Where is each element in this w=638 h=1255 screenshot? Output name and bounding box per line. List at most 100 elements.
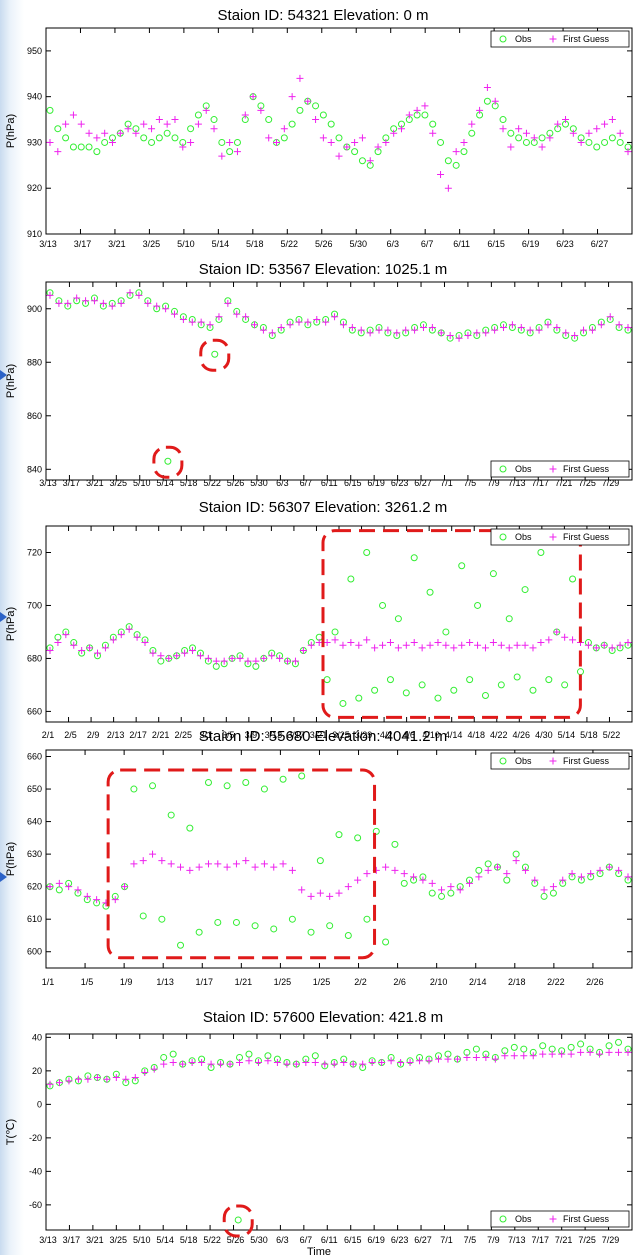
legend-first-guess-marker	[549, 465, 557, 473]
first-guess-point	[421, 102, 429, 110]
x-tick-label: 7/29	[602, 478, 620, 488]
x-tick-label: 3/17	[287, 730, 305, 740]
first-guess-point	[207, 1060, 215, 1068]
first-guess-point	[311, 1058, 319, 1066]
y-tick-label: 40	[32, 1032, 42, 1042]
x-tick-label: 4/14	[445, 730, 463, 740]
x-tick-label: 5/22	[281, 239, 299, 249]
first-guess-point	[228, 654, 236, 662]
obs-point	[177, 941, 185, 949]
first-guess-point	[204, 654, 212, 662]
first-guess-point	[344, 883, 352, 891]
obs-point	[484, 860, 492, 868]
first-guess-point	[481, 644, 489, 652]
obs-point	[521, 586, 529, 594]
obs-point	[483, 97, 491, 105]
first-guess-point	[65, 1077, 73, 1085]
first-guess-point	[554, 120, 562, 128]
obs-point	[245, 1050, 253, 1058]
first-guess-point	[606, 313, 614, 321]
first-guess-point	[339, 321, 347, 329]
obs-point	[223, 782, 231, 790]
first-guess-point	[400, 870, 408, 878]
obs-point	[307, 928, 315, 936]
first-guess-point	[374, 143, 382, 151]
first-guess-point	[158, 857, 166, 865]
first-guess-point	[402, 326, 410, 334]
first-guess-point	[475, 873, 483, 881]
first-guess-point	[387, 1057, 395, 1065]
first-guess-point	[117, 299, 125, 307]
first-guess-point	[149, 850, 157, 858]
obs-point	[101, 138, 109, 146]
first-guess-point	[510, 1052, 518, 1060]
first-guess-point	[419, 323, 427, 331]
first-guess-point	[397, 125, 405, 133]
first-guess-point	[544, 321, 552, 329]
x-tick-label: 4/26	[513, 730, 531, 740]
legend-box	[490, 752, 630, 770]
y-tick-label: 940	[27, 92, 42, 102]
legend-label-first-guess: First Guess	[563, 34, 610, 44]
first-guess-point	[513, 641, 521, 649]
first-guess-point	[144, 299, 152, 307]
x-tick-label: 1/25	[274, 977, 292, 987]
first-guess-point	[326, 892, 334, 900]
x-tick-label: 1/13	[156, 977, 174, 987]
first-guess-point	[491, 1055, 499, 1063]
first-guess-point	[273, 138, 281, 146]
first-guess-point	[224, 299, 232, 307]
obs-point	[194, 111, 202, 119]
first-guess-point	[553, 323, 561, 331]
y-tick-label: 920	[27, 183, 42, 193]
x-tick-label: 2/14	[469, 977, 487, 987]
first-guess-point	[616, 129, 624, 137]
first-guess-point	[597, 321, 605, 329]
x-tick-label: 5/18	[580, 730, 598, 740]
first-guess-point	[410, 639, 418, 647]
x-tick-label: 7/1	[440, 1235, 453, 1245]
first-guess-point	[476, 106, 484, 114]
first-guess-point	[78, 646, 86, 654]
first-guess-point	[214, 860, 222, 868]
first-guess-point	[46, 883, 54, 891]
first-guess-point	[335, 889, 343, 897]
first-guess-point	[455, 334, 463, 342]
x-tick-label: 7/5	[464, 478, 477, 488]
first-guess-point	[343, 143, 351, 151]
first-guess-point	[463, 1053, 471, 1061]
obs-point	[148, 138, 156, 146]
first-guess-point	[507, 143, 515, 151]
first-guess-point	[466, 639, 474, 647]
obs-point	[444, 157, 452, 165]
first-guess-point	[348, 323, 356, 331]
x-tick-label: 3/13	[265, 730, 283, 740]
first-guess-point	[418, 644, 426, 652]
x-tick-label: 3/21	[86, 1235, 104, 1245]
first-guess-point	[70, 641, 78, 649]
obs-point	[520, 1045, 528, 1053]
obs-point	[475, 866, 483, 874]
first-guess-point	[349, 1060, 357, 1068]
x-tick-label: 6/23	[391, 478, 409, 488]
x-tick-label: 5/18	[246, 239, 264, 249]
obs-point	[355, 694, 363, 702]
x-tick-label: 7/17	[531, 478, 549, 488]
first-guess-point	[264, 1057, 272, 1065]
x-tick-label: 4/6	[402, 730, 415, 740]
first-guess-point	[198, 1058, 206, 1066]
legend-label-obs: Obs	[515, 532, 532, 542]
first-guess-point	[624, 148, 632, 156]
first-guess-point	[561, 633, 569, 641]
first-guess-point	[548, 1050, 556, 1058]
x-tick-label: 6/7	[300, 1235, 313, 1245]
first-guess-point	[335, 152, 343, 160]
first-guess-point	[226, 138, 234, 146]
obs-point	[169, 1050, 177, 1058]
first-guess-point	[624, 873, 632, 881]
plot-area	[45, 1033, 633, 1231]
chart-title: Staion ID: 57600 Elevation: 421.8 m	[203, 1009, 443, 1026]
first-guess-point	[482, 1053, 490, 1061]
obs-point	[474, 601, 482, 609]
legend-label-obs: Obs	[515, 1214, 532, 1224]
